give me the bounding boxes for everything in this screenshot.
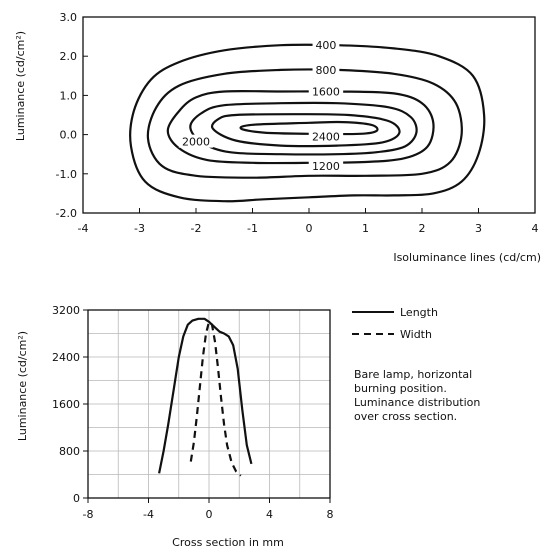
contour-label-1600: 1600 [312,85,340,98]
contour-label-bg [312,62,340,76]
contour-line-400 [129,43,486,203]
x-tick-label: 2 [419,222,426,235]
legend-label-length: Length [400,306,438,319]
y-tick-label: 2400 [52,351,80,364]
y-tick-label: -1.0 [56,168,77,181]
contour-chart: -4 -3 -2 -1 0 1 2 3 4 -2.0 -1.0 0.0 1.0 2.0 3.0 400 80… [14,11,541,264]
legend-label-width: Width [400,328,432,341]
x-tick-label: 8 [327,508,334,521]
y-tick-label: 3200 [52,304,80,317]
contour-label-800: 800 [315,64,336,77]
contour-line-2000 [210,113,401,148]
x-tick-label: -1 [247,222,258,235]
contour-lines [129,43,486,203]
contour-line-1600 [166,89,435,165]
y-tick-label: 0 [73,492,80,505]
contour-line-2400 [239,120,379,136]
contour-label-1200: 1200 [312,160,340,173]
contour-label-2000: 2000 [182,136,210,149]
contour-y-ticks: -2.0 -1.0 0.0 1.0 2.0 3.0 [56,11,88,220]
series-line-length [158,317,253,474]
x-tick-label: -4 [143,508,154,521]
contour-labels: 400 800 1600 1200 2000 2400 [178,38,344,173]
x-tick-label: 3 [475,222,482,235]
contour-label-bg [308,158,344,172]
x-tick-label: 1 [362,222,369,235]
contour-label-2400: 2400 [312,131,340,144]
x-tick-label: -8 [83,508,94,521]
cross-section-y-axis-title: Luminance (cd/cm²) [16,331,29,441]
cross-section-x-ticks: -8 -4 0 4 8 [83,498,334,521]
x-tick-label: 4 [532,222,539,235]
x-tick-label: 4 [266,508,273,521]
cross-section-y-ticks: 0 800 1600 2400 3200 [52,304,88,505]
x-tick-label: -2 [191,222,202,235]
y-tick-label: -2.0 [56,207,77,220]
legend: Length Width [352,306,438,341]
contour-line-1200 [189,101,418,156]
contour-y-axis-title: Luminance (cd/cm²) [14,31,27,141]
series-line-width [189,320,242,477]
contour-label-bg [312,38,340,52]
contour-label-bg [308,129,344,143]
x-tick-label: 0 [306,222,313,235]
contour-label-bg [308,84,344,98]
contour-label-400: 400 [315,39,336,52]
contour-x-ticks: -4 -3 -2 -1 0 1 2 3 4 [78,208,539,235]
y-tick-label: 3.0 [60,11,78,24]
y-tick-label: 800 [59,445,80,458]
cross-section-grid [88,310,330,498]
contour-line-800 [146,68,463,179]
y-tick-label: 1.0 [60,89,78,102]
y-tick-label: 2.0 [60,50,78,63]
cross-section-x-axis-title: Cross section in mm [172,536,284,549]
x-tick-label: -4 [78,222,89,235]
y-tick-label: 1600 [52,398,80,411]
contour-x-axis-title: Isoluminance lines (cd/cm) [393,251,541,264]
cross-section-series [158,317,253,477]
cross-section-chart: -8 -4 0 4 8 0 800 1600 2400 3200 Cross section i… [16,304,480,549]
x-tick-label: 0 [206,508,213,521]
chart-annotation: Bare lamp, horizontal burning position. Lu… [354,368,480,423]
contour-label-bg [178,134,214,148]
x-tick-label: -3 [134,222,145,235]
y-tick-label: 0.0 [60,129,78,142]
